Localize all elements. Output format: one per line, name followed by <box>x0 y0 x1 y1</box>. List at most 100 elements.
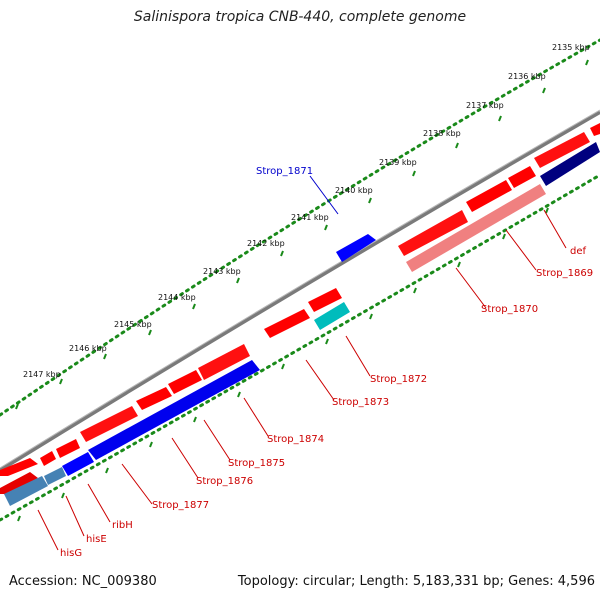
ruler-tick-label: 2145 kbp <box>114 320 152 329</box>
ruler-tick-label: 2138 kbp <box>423 129 461 138</box>
ruler-labels: 2135 kbp 2136 kbp 2137 kbp 2138 kbp 2139 kbp… <box>23 43 590 379</box>
gene-label-strop-1873: Strop_1873 <box>332 397 389 408</box>
gene-feature <box>336 234 376 262</box>
gene-label-hisG: hisG <box>60 548 82 559</box>
gene-feature <box>314 302 350 330</box>
ruler-tick-label: 2139 kbp <box>379 158 417 167</box>
ruler-dotted-arc-inner <box>0 173 600 522</box>
leader-line <box>87 483 111 523</box>
ruler-inner-tick-mark <box>457 261 461 268</box>
gene-feature <box>88 360 260 460</box>
gene-feature <box>168 370 202 394</box>
gene-label-ribH: ribH <box>112 520 133 531</box>
gene-feature <box>40 451 56 466</box>
ruler-tick-mark <box>103 353 107 360</box>
gene-feature <box>136 387 172 410</box>
map-title: Salinispora tropica CNB-440, complete ge… <box>133 9 467 25</box>
ruler-tick-mark <box>236 277 240 284</box>
ruler-inner-tick-mark <box>61 492 65 499</box>
gene-feature <box>398 210 468 256</box>
gene-label-strop-1869: Strop_1869 <box>536 268 593 279</box>
ruler-tick-mark <box>280 250 284 257</box>
ruler-tick-label: 2146 kbp <box>69 344 107 353</box>
ruler-tick-mark <box>192 303 196 310</box>
ruler-tick-label: 2135 kbp <box>552 43 590 52</box>
leader-line <box>171 437 199 479</box>
leader-line <box>305 359 335 401</box>
leader-line <box>309 175 339 215</box>
ruler-tick-label: 2136 kbp <box>508 72 546 81</box>
ruler-ticks <box>15 59 589 522</box>
ruler-tick-mark <box>324 224 328 231</box>
gene-feature <box>590 123 600 136</box>
gene-label-hisE: hisE <box>86 534 107 545</box>
ruler: 2135 kbp 2136 kbp 2137 kbp 2138 kbp 2139 kbp… <box>0 38 600 522</box>
accession-text: Accession: NC_009380 <box>9 574 157 589</box>
ruler-tick-label: 2143 kbp <box>203 267 241 276</box>
leader-line <box>37 509 59 551</box>
ruler-inner-tick-mark <box>325 338 329 345</box>
gene-label-def: def <box>570 246 587 257</box>
ruler-inner-tick-mark <box>502 233 506 240</box>
gene-feature <box>198 344 250 380</box>
leader-line <box>203 419 231 461</box>
ruler-tick-label: 2142 kbp <box>247 239 285 248</box>
gene-feature <box>264 309 310 338</box>
gene-feature <box>508 166 536 188</box>
ruler-dotted-arc <box>0 38 600 417</box>
leader-line <box>243 397 269 437</box>
gene-feature <box>534 132 590 168</box>
gene-feature <box>308 288 342 312</box>
ruler-tick-label: 2144 kbp <box>158 293 196 302</box>
gene-feature <box>62 452 94 476</box>
leader-line <box>455 267 487 309</box>
reverse-genes <box>4 142 600 506</box>
ruler-inner-tick-mark <box>237 391 241 398</box>
ruler-tick-mark <box>15 403 19 410</box>
leader-line <box>121 463 153 505</box>
ruler-tick-label: 2147 kbp <box>23 370 61 379</box>
gene-label-strop-1872: Strop_1872 <box>370 374 427 385</box>
ruler-tick-label: 2140 kbp <box>335 186 373 195</box>
genome-backbone-highlight <box>0 109 600 469</box>
gene-label-strop-1870: Strop_1870 <box>481 304 538 315</box>
leader-line <box>543 209 567 249</box>
leader-line <box>65 495 85 537</box>
ruler-tick-mark <box>542 87 546 94</box>
genome-summary-text: Topology: circular; Length: 5,183,331 bp… <box>237 574 595 589</box>
ruler-tick-mark <box>59 378 63 385</box>
ruler-inner-tick-mark <box>105 467 109 474</box>
ruler-tick-mark <box>368 197 372 204</box>
gene-label-strop-1871: Strop_1871 <box>256 166 313 177</box>
ruler-inner-tick-mark <box>545 207 549 214</box>
gene-label-strop-1875: Strop_1875 <box>228 458 285 469</box>
ruler-tick-label: 2137 kbp <box>466 101 504 110</box>
gene-feature <box>466 180 512 212</box>
ruler-tick-mark <box>498 115 502 122</box>
leader-line <box>505 229 537 271</box>
ruler-inner-tick-mark <box>413 287 417 294</box>
ruler-inner-tick-mark <box>281 363 285 370</box>
leader-line <box>345 335 371 377</box>
ruler-tick-mark <box>148 329 152 336</box>
ruler-inner-tick-mark <box>369 313 373 320</box>
ruler-inner-tick-mark <box>193 416 197 423</box>
ruler-inner-tick-mark <box>17 515 21 522</box>
gene-feature <box>4 476 48 506</box>
gene-labels: Strop_1871 def Strop_1869 Strop_1870 Str… <box>60 166 593 559</box>
genome-backbone <box>0 110 600 472</box>
label-leaders <box>37 175 567 551</box>
gene-feature <box>56 439 80 458</box>
forward-genes <box>0 123 600 494</box>
gene-feature <box>0 472 38 494</box>
gene-feature <box>44 467 66 485</box>
ruler-tick-label: 2141 kbp <box>291 213 329 222</box>
gene-feature <box>406 184 546 272</box>
ruler-tick-mark <box>585 59 589 66</box>
ruler-tick-mark <box>412 170 416 177</box>
ruler-tick-mark <box>455 142 459 149</box>
gene-feature <box>0 458 38 476</box>
gene-label-strop-1877: Strop_1877 <box>152 500 209 511</box>
ruler-inner-tick-mark <box>149 441 153 448</box>
